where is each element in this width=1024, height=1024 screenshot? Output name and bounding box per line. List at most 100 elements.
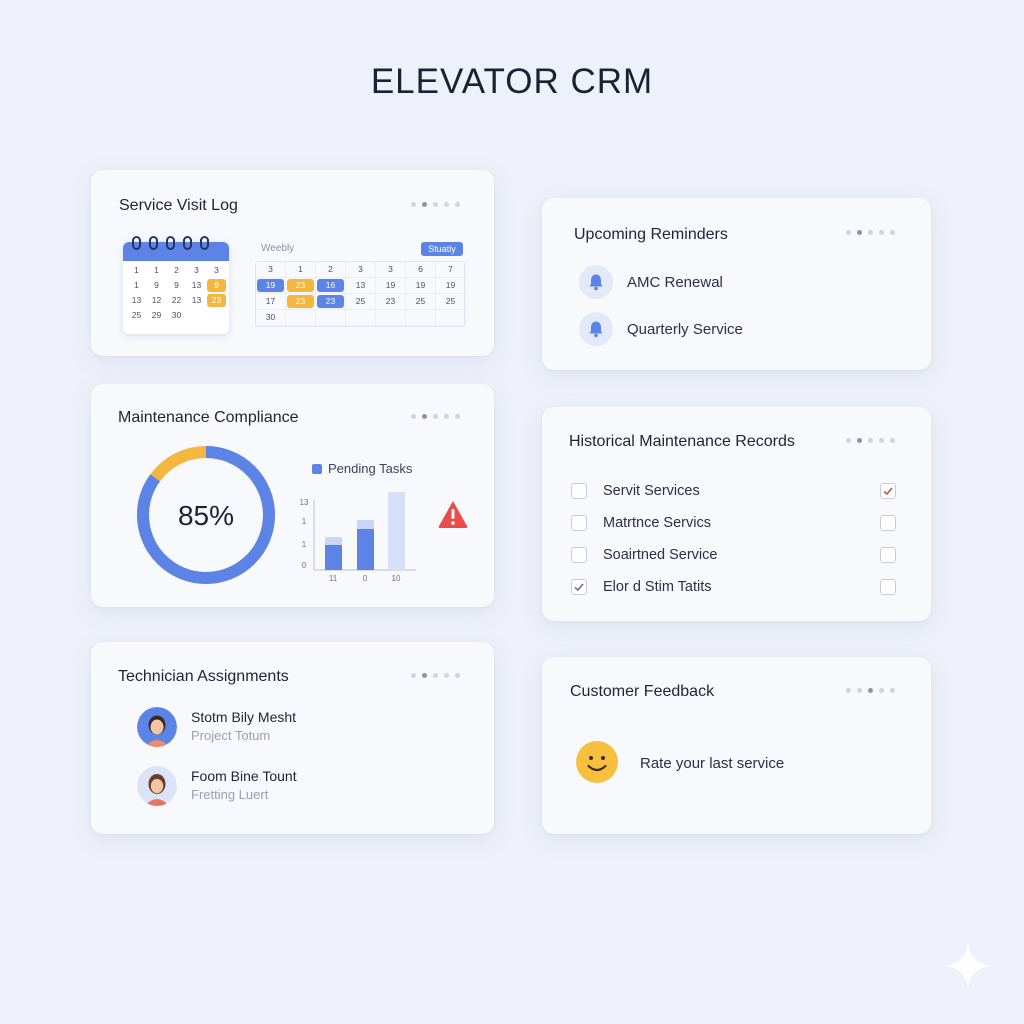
week-day-label xyxy=(347,311,374,324)
week-day-cell[interactable]: 17 xyxy=(256,294,286,310)
record-checkbox[interactable] xyxy=(571,579,587,595)
calendar-day[interactable]: 30 xyxy=(171,310,182,320)
card-menu-dots[interactable] xyxy=(411,202,460,207)
calendar-day[interactable]: 1 xyxy=(154,265,159,275)
week-day-cell[interactable]: 16 xyxy=(316,278,346,294)
week-day-label: 2 xyxy=(328,264,333,274)
calendar-day[interactable]: 25 xyxy=(131,310,142,320)
week-day-cell xyxy=(376,310,406,326)
calendar-day[interactable]: 1 xyxy=(134,280,139,290)
week-day-cell xyxy=(316,310,346,326)
calendar-day[interactable]: 9 xyxy=(174,280,179,290)
compliance-donut-chart: 85% xyxy=(137,446,275,584)
week-day-cell[interactable]: 3 xyxy=(376,262,406,278)
calendar-day[interactable]: 9 xyxy=(207,279,226,292)
week-day-cell[interactable]: 23 xyxy=(376,294,406,310)
record-row[interactable]: Elor d Stim Tatits xyxy=(571,577,897,599)
upcoming-reminders-title: Upcoming Reminders xyxy=(574,226,728,243)
calendar-day[interactable]: 23 xyxy=(207,294,226,307)
calendar-day[interactable]: 12 xyxy=(151,295,162,305)
week-day-label: 25 xyxy=(355,296,366,306)
calendar-day[interactable]: 13 xyxy=(131,295,142,305)
calendar-day[interactable]: 1 xyxy=(134,265,139,275)
week-day-cell[interactable]: 23 xyxy=(286,278,316,294)
week-day-label: 1 xyxy=(298,264,303,274)
card-menu-dots[interactable] xyxy=(846,688,895,693)
calendar-day[interactable]: 3 xyxy=(214,265,219,275)
record-row[interactable]: Matrtnce Servics xyxy=(571,513,897,535)
maintenance-records-card xyxy=(542,407,931,621)
record-checkbox[interactable] xyxy=(571,515,587,531)
sparkle-icon xyxy=(944,942,992,990)
week-day-cell xyxy=(346,310,376,326)
week-day-cell[interactable]: 6 xyxy=(406,262,436,278)
week-day-cell[interactable]: 23 xyxy=(286,294,316,310)
calendar-day[interactable]: 2 xyxy=(174,265,179,275)
card-menu-dots[interactable] xyxy=(411,414,460,419)
week-day-cell[interactable]: 3 xyxy=(256,262,286,278)
card-menu-dots[interactable] xyxy=(846,438,895,443)
record-checkbox[interactable] xyxy=(571,547,587,563)
calendar-day xyxy=(187,309,206,322)
week-day-cell[interactable]: 19 xyxy=(376,278,406,294)
week-day-cell[interactable]: 1 xyxy=(286,262,316,278)
record-status-checkbox[interactable] xyxy=(880,579,896,595)
maintenance-compliance-title: Maintenance Compliance xyxy=(118,409,299,426)
technician-name: Stotm Bily Mesht xyxy=(191,709,297,725)
week-day-cell[interactable]: 25 xyxy=(346,294,376,310)
technician-name: Foom Bine Tount xyxy=(191,768,297,784)
record-label: Soairtned Service xyxy=(603,547,718,563)
smiley-rating-icon[interactable] xyxy=(575,740,619,784)
week-day-label: 23 xyxy=(287,279,314,292)
reminder-item[interactable]: AMC Renewal xyxy=(579,265,723,299)
weekly-label: Weebly xyxy=(261,243,295,254)
x-tick: 0 xyxy=(363,574,368,583)
warning-icon[interactable] xyxy=(437,499,469,529)
week-day-cell[interactable]: 2 xyxy=(316,262,346,278)
calendar-day[interactable]: 9 xyxy=(154,280,159,290)
week-day-label: 17 xyxy=(265,296,276,306)
card-menu-dots[interactable] xyxy=(411,673,460,678)
record-label: Servit Services xyxy=(603,483,700,499)
y-tick: 1 xyxy=(302,540,307,549)
calendar-day[interactable]: 22 xyxy=(171,295,182,305)
week-day-cell xyxy=(406,310,436,326)
calendar-day[interactable]: 13 xyxy=(191,280,202,290)
maintenance-compliance-card xyxy=(91,384,494,607)
reminder-label: Quarterly Service xyxy=(627,320,743,338)
record-row[interactable]: Soairtned Service xyxy=(571,545,897,567)
calendar-day[interactable]: 13 xyxy=(191,295,202,305)
week-day-label: 7 xyxy=(448,264,453,274)
record-row[interactable]: Servit Services xyxy=(571,481,897,503)
pending-tasks-bar-chart: 13 1 1 0 11 0 10 xyxy=(300,492,416,583)
week-day-cell[interactable]: 3 xyxy=(346,262,376,278)
calendar-day[interactable]: 29 xyxy=(151,310,162,320)
card-menu-dots[interactable] xyxy=(846,230,895,235)
week-day-label xyxy=(377,311,404,324)
week-day-cell[interactable]: 25 xyxy=(406,294,436,310)
technician-assignments-title: Technician Assignments xyxy=(118,668,289,685)
week-day-cell[interactable]: 7 xyxy=(436,262,466,278)
legend-swatch xyxy=(312,463,322,474)
record-label: Matrtnce Servics xyxy=(603,515,711,531)
record-status-checkbox[interactable] xyxy=(880,515,896,531)
feedback-prompt: Rate your last service xyxy=(640,755,785,772)
reminder-item[interactable]: Quarterly Service xyxy=(579,312,743,346)
record-status-checkbox[interactable] xyxy=(880,547,896,563)
bar xyxy=(325,545,342,570)
calendar-day[interactable]: 3 xyxy=(194,265,199,275)
week-day-cell[interactable]: 19 xyxy=(256,278,286,294)
week-day-label: 3 xyxy=(268,264,273,274)
week-day-label xyxy=(407,311,434,324)
week-day-cell[interactable]: 19 xyxy=(436,278,466,294)
record-status-checkbox[interactable] xyxy=(880,483,896,499)
week-day-cell[interactable]: 19 xyxy=(406,278,436,294)
week-day-cell[interactable]: 13 xyxy=(346,278,376,294)
bar xyxy=(388,492,405,570)
week-day-cell[interactable]: 25 xyxy=(436,294,466,310)
week-day-cell[interactable]: 23 xyxy=(316,294,346,310)
view-toggle-button[interactable]: Stuatly xyxy=(421,242,463,256)
record-checkbox[interactable] xyxy=(571,483,587,499)
week-day-cell[interactable]: 30 xyxy=(256,310,286,326)
y-tick: 0 xyxy=(302,561,307,570)
